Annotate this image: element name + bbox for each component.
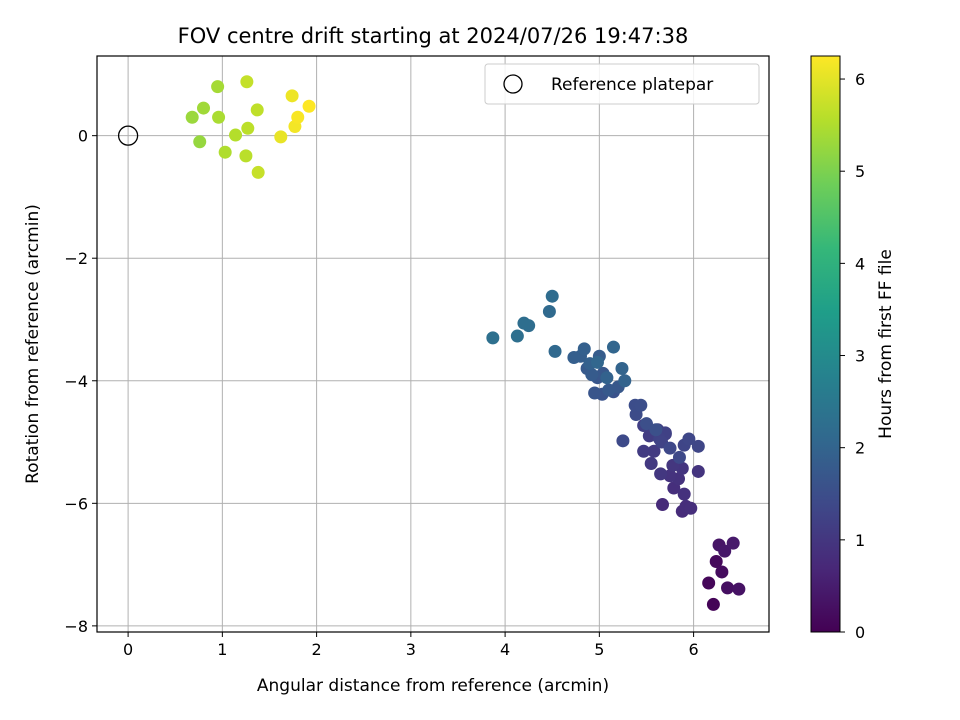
data-point <box>193 135 207 149</box>
colorbar-label: Hours from first FF file <box>876 249 896 439</box>
chart-title: FOV centre drift starting at 2024/07/26 … <box>178 24 689 48</box>
data-point <box>517 316 531 330</box>
x-tick-label: 2 <box>312 640 322 659</box>
data-point <box>637 444 651 458</box>
data-point <box>588 386 602 400</box>
data-point <box>663 441 677 455</box>
data-point <box>241 121 255 135</box>
data-point <box>545 289 559 303</box>
y-axis-ticks: 0 −2 −4 −6 −8 <box>64 127 97 636</box>
data-point <box>240 75 254 89</box>
data-point <box>726 536 740 550</box>
x-axis-ticks: 0 1 2 3 4 5 6 <box>123 632 699 659</box>
data-point <box>615 362 629 376</box>
data-point <box>218 145 232 159</box>
y-tick-label: −6 <box>64 494 88 513</box>
data-point <box>647 444 661 458</box>
data-point <box>567 350 581 364</box>
data-point <box>250 103 264 117</box>
data-point <box>709 555 723 569</box>
data-point <box>721 581 735 595</box>
data-point <box>600 371 614 385</box>
x-tick-label: 6 <box>689 640 699 659</box>
reference-marker <box>117 125 139 146</box>
colorbar-tick-label: 6 <box>855 70 865 89</box>
y-tick-label: −2 <box>64 249 88 268</box>
colorbar-ticks: 0 1 2 3 4 5 6 <box>840 70 865 642</box>
data-point <box>548 344 562 358</box>
data-point <box>639 417 653 431</box>
reference-point <box>117 125 139 146</box>
colorbar-tick-label: 0 <box>855 623 865 642</box>
data-point <box>618 374 632 388</box>
data-point <box>590 355 604 369</box>
y-tick-label: 0 <box>78 127 88 146</box>
colorbar-tick-label: 4 <box>855 254 865 273</box>
data-point <box>486 331 500 345</box>
colorbar-tick-label: 2 <box>855 439 865 458</box>
data-point <box>672 450 686 464</box>
data-point <box>691 464 705 478</box>
data-point <box>649 423 663 437</box>
y-tick-label: −4 <box>64 372 88 391</box>
x-tick-label: 5 <box>594 640 604 659</box>
data-point <box>691 439 705 453</box>
data-point <box>251 165 265 179</box>
data-point <box>239 149 253 163</box>
data-point <box>302 99 316 113</box>
colorbar-tick-label: 5 <box>855 162 865 181</box>
data-point <box>274 130 288 144</box>
x-tick-label: 0 <box>123 640 133 659</box>
data-point <box>702 576 716 590</box>
data-point <box>684 501 698 515</box>
data-point <box>510 329 524 343</box>
data-point <box>706 597 720 611</box>
legend: Reference platepar <box>484 63 760 105</box>
x-tick-label: 3 <box>406 640 416 659</box>
legend-label: Reference platepar <box>551 75 713 95</box>
x-axis-label: Angular distance from reference (arcmin) <box>257 676 609 696</box>
x-tick-label: 1 <box>217 640 227 659</box>
data-point <box>585 368 599 382</box>
data-point <box>211 80 225 94</box>
data-point <box>655 498 669 512</box>
data-point <box>677 487 691 501</box>
data-point <box>606 340 620 354</box>
plot-frame <box>96 55 770 633</box>
data-point <box>634 398 648 412</box>
colorbar-tick-label: 3 <box>855 347 865 366</box>
y-tick-label: −8 <box>64 617 88 636</box>
data-point <box>715 565 729 579</box>
data-point <box>682 432 696 446</box>
legend-box <box>484 63 760 105</box>
data-point <box>212 110 226 124</box>
data-point <box>197 101 211 115</box>
data-point <box>602 383 616 397</box>
data-point <box>654 467 668 481</box>
data-points <box>185 75 746 611</box>
x-tick-label: 4 <box>500 640 510 659</box>
data-point <box>644 456 658 470</box>
colorbar-tick-label: 1 <box>855 531 865 550</box>
data-point <box>616 434 630 448</box>
data-point <box>285 89 299 103</box>
colorbar: 0 1 2 3 4 5 6 Hours from first FF file <box>810 55 896 642</box>
data-point <box>185 110 199 124</box>
legend-marker-icon <box>503 74 523 94</box>
data-point <box>732 582 746 596</box>
data-point <box>291 110 305 124</box>
data-point <box>718 544 732 558</box>
colorbar-gradient <box>810 55 841 633</box>
data-point <box>229 128 243 142</box>
y-axis-label: Rotation from reference (arcmin) <box>23 204 43 484</box>
data-point <box>577 342 591 356</box>
data-point <box>542 305 556 319</box>
